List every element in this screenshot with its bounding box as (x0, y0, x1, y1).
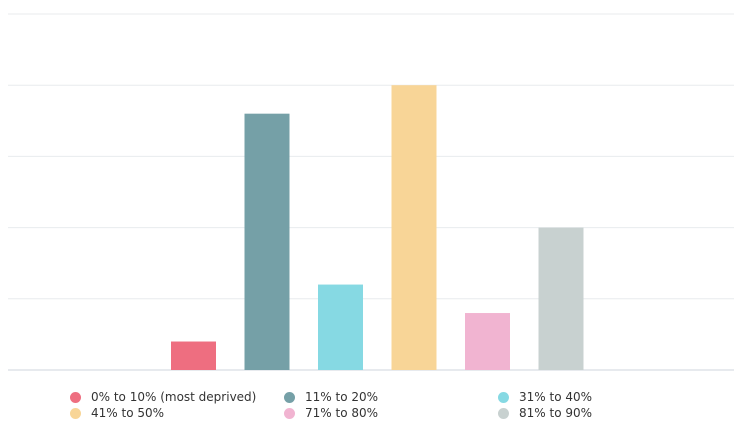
legend-item[interactable]: 11% to 20% (284, 390, 378, 404)
legend-item[interactable]: 31% to 40% (498, 390, 592, 404)
legend-item[interactable]: 81% to 90% (498, 406, 592, 420)
legend-label: 81% to 90% (519, 406, 593, 420)
legend-swatch (70, 407, 81, 419)
bar[interactable] (391, 85, 437, 370)
legend-label: 71% to 80% (305, 406, 379, 420)
legend: 0% to 10% (most deprived) 11% to 20% 31%… (0, 388, 734, 422)
bar[interactable] (244, 113, 290, 371)
legend-item[interactable]: 0% to 10% (most deprived) (70, 390, 256, 404)
legend-swatch (70, 391, 81, 403)
legend-swatch (284, 407, 295, 419)
legend-label: 41% to 50% (91, 406, 165, 420)
legend-swatch (284, 391, 295, 403)
legend-label: 31% to 40% (519, 390, 593, 404)
bar-chart (8, 13, 734, 371)
legend-item[interactable]: 41% to 50% (70, 406, 164, 420)
legend-label: 11% to 20% (305, 390, 379, 404)
bar[interactable] (538, 227, 584, 370)
bar[interactable] (465, 313, 510, 370)
legend-swatch (498, 407, 509, 419)
legend-label: 0% to 10% (most deprived) (91, 390, 257, 404)
legend-swatch (498, 391, 509, 403)
legend-item[interactable]: 71% to 80% (284, 406, 378, 420)
bar[interactable] (318, 284, 363, 370)
bar[interactable] (171, 341, 216, 370)
